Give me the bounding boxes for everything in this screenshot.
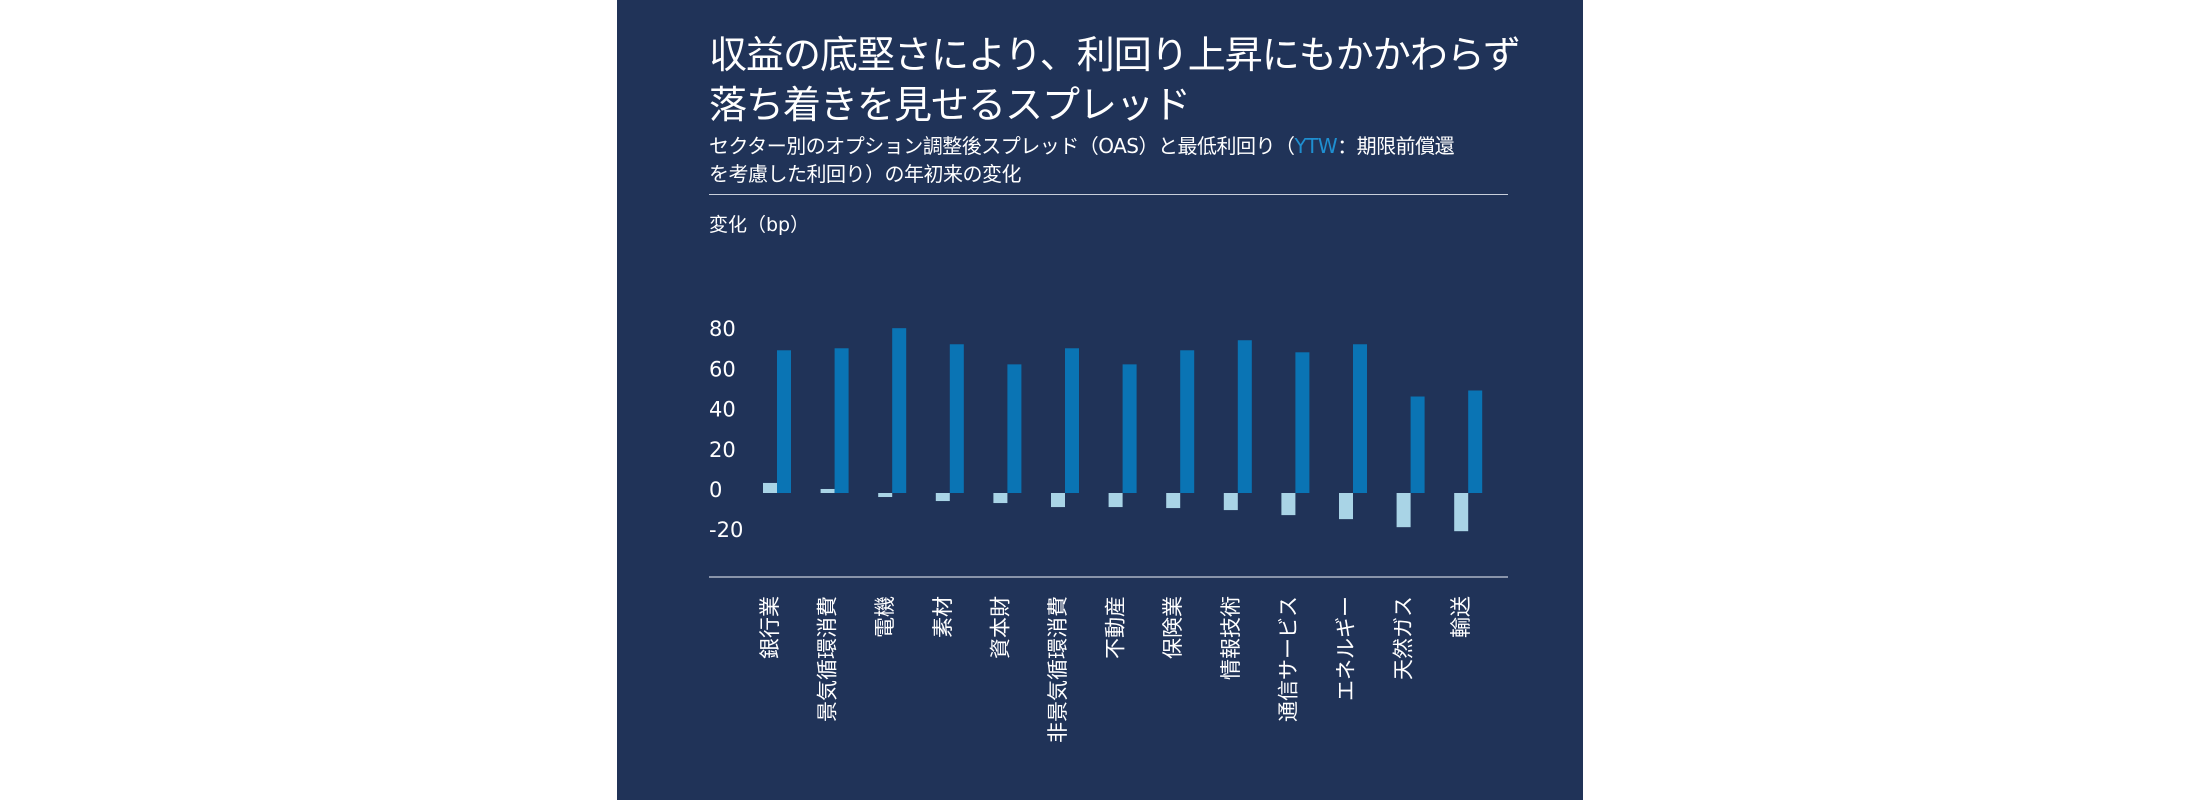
subtitle-line-2: を考慮した利回り）の年初来の変化 xyxy=(709,162,1022,186)
subtitle-ytw-highlight: YTW xyxy=(1294,134,1338,158)
bar-oas xyxy=(993,493,1008,504)
bar-oas xyxy=(1454,493,1469,532)
y-tick-label: 0 xyxy=(709,478,722,502)
bar-ytw xyxy=(1237,340,1252,493)
x-tick-label: 資本財 xyxy=(988,596,1012,659)
bar-oas xyxy=(1281,493,1296,516)
x-tick-label: 景気循環消費 xyxy=(816,596,840,722)
y-tick-label: 40 xyxy=(709,398,736,422)
bar-oas xyxy=(1108,493,1123,508)
bar-ytw xyxy=(1065,348,1079,493)
y-tick-label: 60 xyxy=(709,357,736,381)
subtitle-line-1-end: ：期限前償還 xyxy=(1337,134,1455,158)
x-tick-label: 素材 xyxy=(931,596,955,638)
chart-subtitle: セクター別のオプション調整後スプレッド（OAS）と最低利回り（YTW：期限前償還… xyxy=(709,132,1529,188)
y-axis-ticks: 80 60 40 20 0 -20 xyxy=(709,317,743,542)
x-tick-label: 非景気循環消費 xyxy=(1046,596,1070,743)
x-tick-label: 情報技術 xyxy=(1219,596,1243,680)
x-tick-label: 電機 xyxy=(873,596,897,638)
bar-ytw xyxy=(949,344,964,493)
bar-oas xyxy=(763,482,777,493)
x-tick-label: 通信サービス xyxy=(1276,596,1300,722)
chart-panel: 収益の底堅さにより、利回り上昇にもかかわらず 落ち着きを見せるスプレッド セクタ… xyxy=(617,0,1583,800)
x-tick-label: 天然ガス xyxy=(1392,596,1416,680)
x-tick-label: 銀行業 xyxy=(758,596,782,659)
bar-ytw xyxy=(892,328,907,493)
bar-ytw xyxy=(1295,352,1310,493)
bar-oas xyxy=(935,493,950,502)
bar-chart: 80 60 40 20 0 -20 銀行業 景気循環消費 電機 素材 資本財 非景気循環消費 不動産 保… xyxy=(709,317,1508,743)
header-divider xyxy=(709,194,1508,195)
bar-oas xyxy=(1223,493,1238,511)
y-axis-label: 変化（bp） xyxy=(709,214,810,236)
bar-ytw xyxy=(1353,344,1367,493)
bar-ytw xyxy=(1180,350,1195,493)
subtitle-line-1-start: セクター別のオプション調整後スプレッド（OAS）と最低利回り（ xyxy=(709,134,1295,158)
x-tick-label: 輸送 xyxy=(1449,596,1473,638)
x-tick-label: エネルギー xyxy=(1334,596,1358,701)
bar-ytw xyxy=(834,348,849,493)
bars xyxy=(763,328,1483,532)
x-axis-labels: 銀行業 景気循環消費 電機 素材 資本財 非景気循環消費 不動産 保険業 情報技術 通信サービス エ… xyxy=(758,596,1473,743)
chart-title: 収益の底堅さにより、利回り上昇にもかかわらず 落ち着きを見せるスプレッド xyxy=(709,30,1521,130)
title-line-1: 収益の底堅さにより、利回り上昇にもかかわらず xyxy=(709,33,1521,77)
y-tick-label: -20 xyxy=(709,518,743,542)
y-tick-label: 20 xyxy=(709,438,736,462)
y-tick-label: 80 xyxy=(709,317,736,341)
subtitle-line-1: セクター別のオプション調整後スプレッド（OAS）と最低利回り（YTW：期限前償還 xyxy=(709,132,1529,160)
bar-oas xyxy=(1051,493,1065,508)
bar-oas xyxy=(878,493,893,498)
title-line-2: 落ち着きを見せるスプレッド xyxy=(709,83,1191,127)
bar-oas xyxy=(1396,493,1411,528)
bar-oas xyxy=(820,488,835,493)
bar-oas xyxy=(1339,493,1353,520)
x-tick-label: 不動産 xyxy=(1104,596,1128,659)
x-tick-label: 保険業 xyxy=(1161,596,1185,659)
bar-ytw xyxy=(1468,390,1483,493)
bar-ytw xyxy=(1410,396,1425,493)
bar-ytw xyxy=(1007,364,1022,493)
bar-ytw xyxy=(1122,364,1137,493)
bar-ytw xyxy=(777,350,791,493)
bar-oas xyxy=(1166,493,1181,509)
